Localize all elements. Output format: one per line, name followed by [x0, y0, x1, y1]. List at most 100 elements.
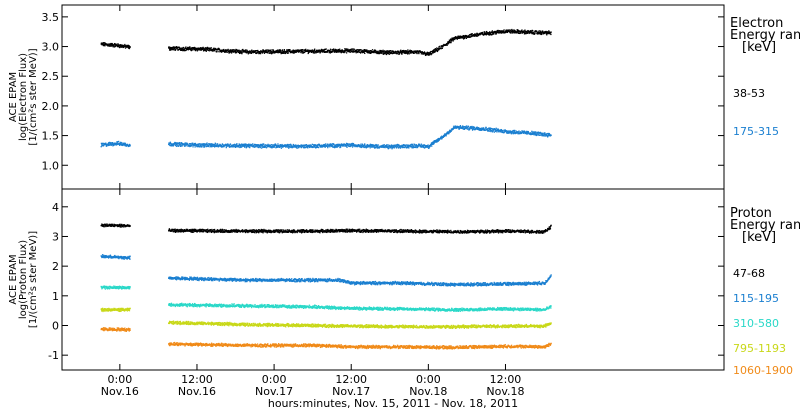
data-point [533, 131, 535, 133]
data-point [224, 231, 226, 233]
data-point [122, 225, 124, 227]
data-point [431, 145, 433, 147]
data-point [381, 52, 383, 55]
data-point [543, 32, 546, 34]
data-point [493, 128, 495, 130]
data-point [320, 49, 322, 51]
data-point [539, 131, 541, 134]
data-point [331, 143, 333, 145]
data-point [103, 42, 105, 44]
data-point [316, 229, 319, 232]
data-point [120, 223, 123, 226]
data-point [441, 47, 443, 49]
data-point [237, 49, 239, 52]
data-point [281, 229, 283, 231]
data-point [222, 49, 224, 51]
data-point [191, 144, 193, 147]
data-point [317, 51, 319, 53]
data-point [355, 49, 357, 51]
data-point [328, 50, 331, 52]
data-point [396, 230, 398, 232]
data-point [493, 32, 495, 34]
data-point [390, 144, 392, 146]
data-point [473, 35, 475, 37]
data-point [223, 49, 225, 51]
data-point [470, 36, 472, 38]
data-point [233, 229, 235, 231]
data-point [229, 51, 231, 53]
data-point [308, 145, 310, 147]
data-point [350, 145, 353, 147]
data-point [314, 231, 317, 233]
data-point [334, 51, 336, 53]
data-point [314, 48, 316, 50]
data-point [338, 145, 340, 147]
data-point [426, 54, 429, 56]
data-point [250, 231, 252, 233]
data-point [113, 225, 115, 228]
data-point [479, 129, 482, 131]
data-point [536, 33, 538, 35]
data-point [101, 223, 103, 225]
data-point [113, 44, 115, 47]
data-point [285, 145, 288, 147]
data-point [430, 144, 432, 146]
data-point [331, 144, 333, 147]
data-point [295, 147, 298, 149]
data-point [488, 33, 490, 35]
data-point [257, 144, 259, 147]
data-point [479, 128, 481, 130]
data-point [238, 229, 241, 232]
data-point [395, 229, 397, 231]
data-point [545, 133, 547, 135]
data-point [414, 50, 416, 52]
data-point [194, 144, 196, 146]
data-point [416, 51, 418, 53]
data-point [534, 32, 536, 34]
data-point [278, 50, 280, 52]
data-point [255, 229, 258, 231]
data-point [353, 230, 356, 232]
data-point [362, 230, 365, 233]
data-point [352, 142, 355, 145]
data-point [512, 133, 514, 135]
data-point [385, 53, 388, 56]
data-point [263, 145, 266, 147]
data-point [419, 144, 421, 146]
data-point [546, 32, 548, 34]
data-point [302, 51, 304, 53]
data-point [345, 52, 348, 54]
data-point [471, 127, 473, 129]
data-point [355, 230, 357, 232]
data-point [249, 143, 251, 145]
data-point [277, 230, 279, 232]
data-point [276, 229, 278, 232]
data-point [365, 228, 367, 230]
data-point [519, 132, 521, 135]
data-point [303, 145, 305, 148]
data-point [412, 231, 415, 233]
data-point [516, 31, 518, 33]
data-point [198, 48, 201, 50]
data-point [280, 50, 282, 52]
data-point [311, 51, 313, 53]
data-point [174, 142, 176, 144]
data-point [426, 230, 428, 232]
data-point [305, 49, 307, 52]
data-point [436, 140, 439, 142]
data-point [438, 46, 440, 48]
data-point [404, 50, 406, 52]
data-point [110, 45, 112, 47]
data-point [339, 146, 341, 149]
data-point [174, 46, 177, 49]
data-point [329, 229, 331, 232]
data-point [428, 231, 430, 234]
data-point [349, 143, 352, 145]
data-point [118, 44, 120, 47]
data-point [213, 228, 216, 231]
data-point [309, 231, 311, 233]
data-point [104, 223, 106, 226]
data-point [122, 46, 125, 49]
data-point [411, 145, 413, 148]
data-point [189, 145, 191, 147]
